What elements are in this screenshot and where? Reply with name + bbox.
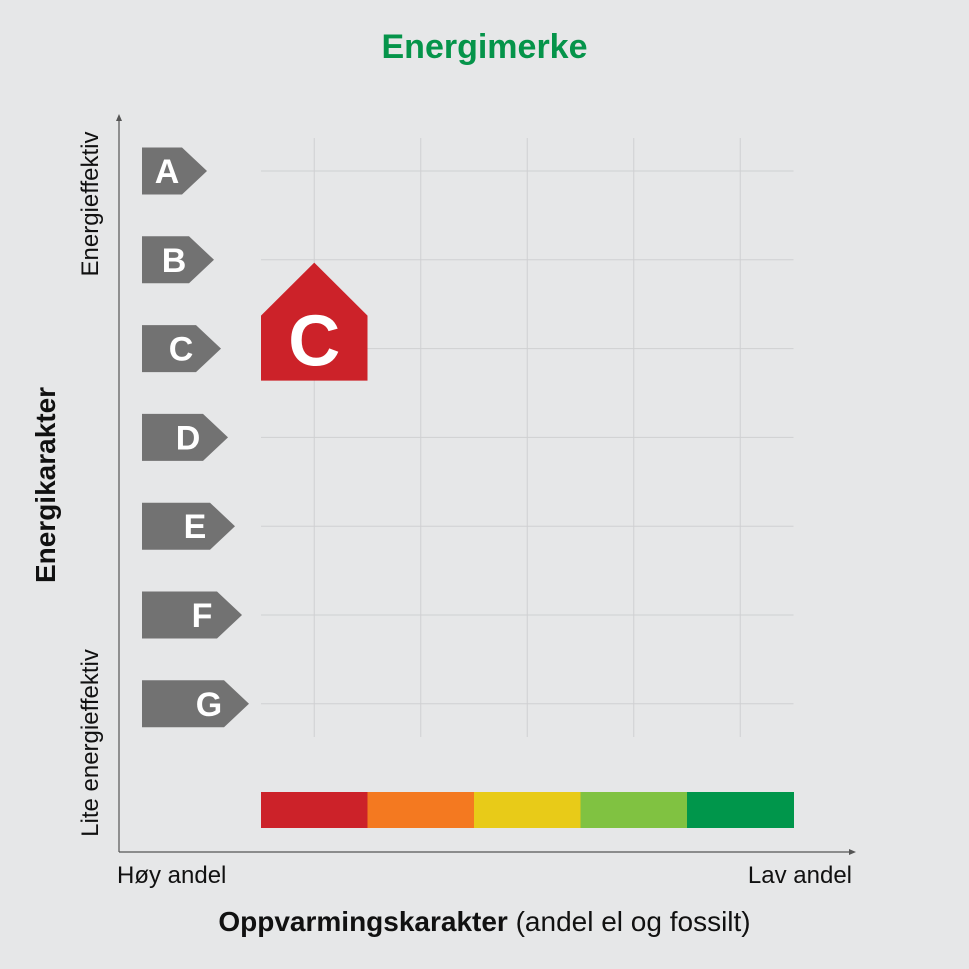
grade-label-f: F [192,597,213,635]
y-axis-bottom-label: Lite energieffektiv [77,649,104,837]
x-axis-right-label: Lav andel [747,862,852,889]
grade-label-c: C [169,331,194,369]
grade-label-a: A [155,153,180,191]
grade-arrow-a [142,147,207,195]
grade-arrow-f [142,591,242,639]
grade-label-d: D [176,419,201,457]
rating-marker: C [261,262,368,382]
grade-arrow-c [142,325,221,373]
scale-segment [687,792,794,828]
grade-arrow-d [142,413,228,461]
scale-segment [474,792,581,828]
heating-color-scale [261,792,794,828]
x-axis-label-bold: Oppvarmingskarakter [218,906,508,937]
axes [116,114,856,855]
grade-arrow-b [142,236,214,284]
x-axis-label-rest: (andel el og fossilt) [507,906,751,937]
grade-label-e: E [184,508,207,546]
grade-label-g: G [196,686,222,724]
y-axis-arrowhead [116,114,122,121]
chart-title: Energimerke [381,28,588,66]
scale-segment [580,792,688,828]
y-axis-top-label: Energieffektiv [77,131,104,277]
x-axis-arrowhead [849,849,856,855]
grid [261,138,794,737]
scale-segment [261,792,368,828]
grade-label-b: B [162,242,187,280]
rating-grade-label: C [288,302,340,382]
grade-arrows: A B C D E F G [142,147,249,728]
grade-arrow-g [142,680,249,728]
rating-house-shape [261,262,368,381]
grade-arrow-e [142,502,235,550]
x-axis-left-label: Høy andel [117,862,227,889]
x-axis-label: Oppvarmingskarakter (andel el og fossilt… [0,906,969,938]
y-axis-label: Energikarakter [30,386,61,584]
scale-segment [367,792,475,828]
